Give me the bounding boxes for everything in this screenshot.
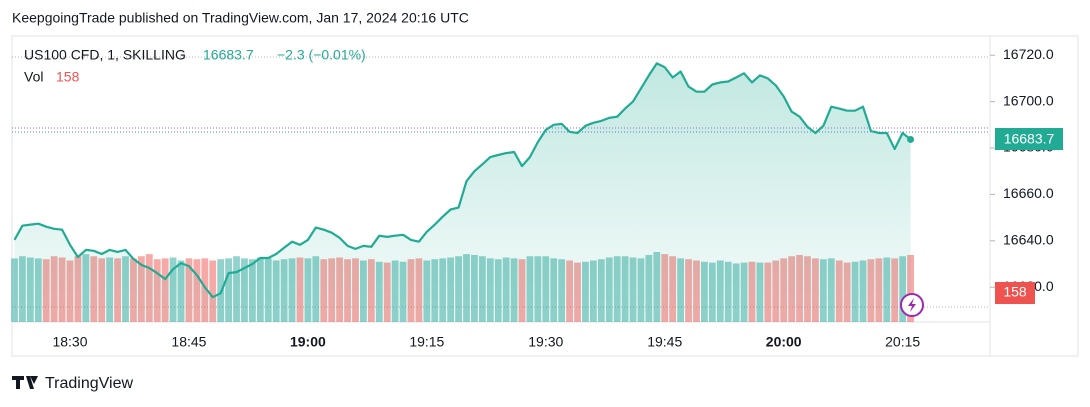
event-icon-bolt: [908, 298, 916, 312]
y-tick-label: 16700.0: [1003, 92, 1054, 108]
volume-bar: [209, 260, 217, 322]
x-tick-label: 19:30: [528, 334, 563, 350]
volume-badge-label: 158: [1003, 284, 1027, 300]
symbol: US100 CFD, 1, SKILLING: [24, 47, 186, 63]
x-tick-label: 19:45: [647, 334, 682, 350]
y-tick-label: 16720.0: [1003, 46, 1054, 62]
price-badge: [995, 128, 1063, 150]
last-point: [907, 135, 915, 143]
change: −2.3 (−0.01%): [277, 47, 366, 63]
last-price: 16683.7: [203, 47, 254, 63]
x-tick-label: 18:45: [171, 334, 206, 350]
x-tick-label: 20:00: [766, 334, 802, 350]
y-tick-label: 16660.0: [1003, 185, 1054, 201]
volume-legend: Vol: [24, 69, 43, 85]
price-area: [14, 63, 911, 323]
y-tick-label: 16640.0: [1003, 232, 1054, 248]
volume-value: 158: [56, 69, 80, 85]
header: KeepgoingTrade published on TradingView.…: [12, 10, 469, 26]
price-line: [13, 62, 912, 299]
x-tick-label: 18:30: [52, 334, 87, 350]
x-tick-label: 20:15: [885, 334, 920, 350]
volume-bar: [11, 258, 18, 322]
x-tick-label: 19:00: [290, 334, 326, 350]
price-badge-label: 16683.7: [1004, 131, 1055, 147]
footer: TradingView: [45, 375, 133, 392]
logo: [12, 376, 38, 389]
x-tick-label: 19:15: [409, 334, 444, 350]
chart-frame: [11, 35, 1079, 357]
volume-badge: [995, 282, 1035, 304]
